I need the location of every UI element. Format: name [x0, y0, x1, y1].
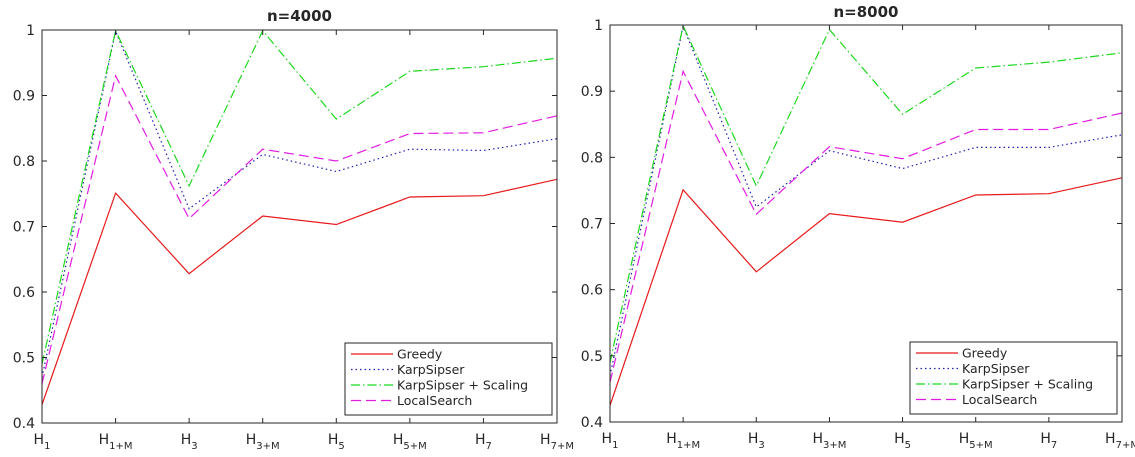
x-tick-label-sub: 3+M — [256, 441, 279, 452]
y-tick-label: 0.4 — [13, 416, 35, 432]
x-tick-label-main: H — [812, 431, 823, 447]
series-line-localsearch — [41, 74, 558, 384]
x-tick-label: H3 — [748, 431, 765, 451]
x-tick-label: H5+M — [959, 431, 993, 451]
x-tick-label-sub: 1 — [44, 441, 50, 452]
x-tick-label-main: H — [894, 431, 905, 447]
series-line-greedy — [41, 178, 558, 405]
legend-label: KarpSipser — [397, 362, 465, 377]
y-tick-label: 0.5 — [581, 349, 603, 365]
x-tick-label-sub: 1+M — [109, 441, 132, 452]
y-tick-label: 1 — [26, 23, 35, 39]
legend-label: KarpSipser + Scaling — [397, 378, 528, 393]
x-tick-label: H1 — [602, 431, 619, 451]
x-tick-label: H5+M — [393, 432, 427, 452]
legend-label: KarpSipser — [962, 361, 1030, 376]
x-tick-label: H7+M — [1105, 431, 1135, 451]
x-tick-label: H1 — [34, 432, 51, 452]
y-tick-label: 0.8 — [13, 154, 35, 170]
x-tick-label-sub: 3 — [191, 441, 197, 452]
x-tick-label-main: H — [34, 432, 45, 448]
x-tick-label: H3 — [181, 432, 198, 452]
chart-title: n=8000 — [834, 3, 899, 21]
x-tick-label: H5 — [894, 431, 911, 451]
x-tick-label: H3+M — [812, 431, 846, 451]
x-tick-label-main: H — [1105, 431, 1116, 447]
series-line-karpsipser — [609, 24, 1123, 376]
x-tick-label-main: H — [99, 432, 110, 448]
x-tick-label-sub: 5+M — [403, 441, 426, 452]
x-tick-label-main: H — [602, 431, 613, 447]
x-tick-label-sub: 7 — [486, 441, 492, 452]
y-tick-label: 0.7 — [13, 220, 35, 236]
legend-box — [909, 341, 1118, 415]
y-tick-label: 0.5 — [13, 351, 35, 367]
y-tick-label: 0.6 — [581, 283, 603, 299]
series-group — [41, 28, 558, 405]
x-tick-label-sub: 7 — [1051, 440, 1057, 451]
series-line-greedy — [609, 177, 1123, 406]
x-tick-label-sub: 1 — [612, 440, 618, 451]
x-tick-label: H5 — [328, 432, 345, 452]
x-tick-label-main: H — [748, 431, 759, 447]
x-tick-label: H7 — [1040, 431, 1057, 451]
x-tick-label-main: H — [393, 432, 404, 448]
x-tick-label-main: H — [246, 432, 257, 448]
chart-title: n=4000 — [267, 7, 332, 25]
x-tick-label-sub: 7+M — [551, 441, 574, 452]
x-tick-label-sub: 1+M — [677, 440, 700, 451]
series-line-karpsipser-scaling — [609, 23, 1123, 363]
legend-label: LocalSearch — [962, 392, 1037, 407]
x-tick-label-sub: 3 — [758, 440, 764, 451]
x-tick-label-main: H — [328, 432, 339, 448]
x-tick-label-main: H — [666, 431, 677, 447]
legend-label: KarpSipser + Scaling — [962, 377, 1093, 392]
x-tick-label: H1+M — [666, 431, 700, 451]
y-tick-label: 1 — [594, 18, 603, 34]
series-group — [609, 23, 1123, 406]
y-tick-label: 0.9 — [13, 89, 35, 105]
series-line-localsearch — [609, 69, 1123, 383]
x-tick-label-sub: 7+M — [1116, 440, 1135, 451]
x-tick-label-main: H — [181, 432, 192, 448]
y-tick-label: 0.6 — [13, 285, 35, 301]
y-tick-label: 0.9 — [581, 84, 603, 100]
x-tick-label-sub: 5 — [905, 440, 911, 451]
series-line-karpsipser-scaling — [41, 28, 558, 365]
legend-box — [344, 342, 553, 416]
legend-label: LocalSearch — [397, 393, 472, 408]
x-tick-label-sub: 5+M — [969, 440, 992, 451]
series-line-karpsipser — [41, 29, 558, 378]
x-tick-label: H7+M — [540, 432, 574, 452]
x-tick-label-main: H — [959, 431, 970, 447]
legend-label: Greedy — [397, 347, 443, 362]
x-tick-label-main: H — [1040, 431, 1051, 447]
x-tick-label-main: H — [475, 432, 486, 448]
x-tick-label: H7 — [475, 432, 492, 452]
y-tick-label: 0.7 — [581, 217, 603, 233]
x-tick-label-main: H — [540, 432, 551, 448]
y-tick-label: 0.8 — [581, 150, 603, 166]
legend-label: Greedy — [962, 346, 1008, 361]
x-tick-label: H3+M — [246, 432, 280, 452]
y-tick-label: 0.4 — [581, 415, 603, 431]
x-tick-label: H1+M — [99, 432, 133, 452]
x-tick-label-sub: 5 — [338, 441, 344, 452]
x-tick-label-sub: 3+M — [823, 440, 846, 451]
